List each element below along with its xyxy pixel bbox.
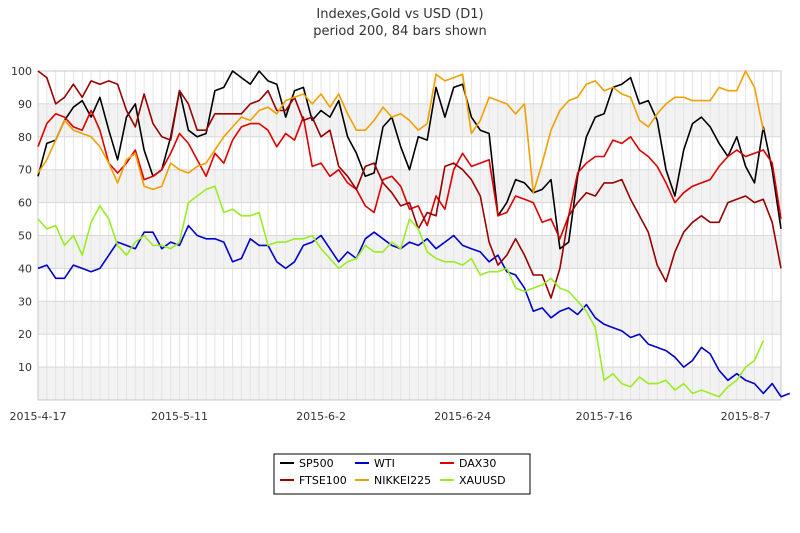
y-tick-label: 60 [18,197,32,210]
series-line-nikkei225 [37,70,765,194]
series-line-dax30 [37,109,782,240]
series-line-ftse100 [37,70,782,299]
y-tick-label: 70 [18,164,32,177]
chart-subtitle: period 200, 84 bars shown [313,24,487,39]
legend: SP500 WTI DAX30 FTSE100 NIKKEI225 XAUUSD [273,453,531,495]
y-tick-label: 40 [18,262,32,275]
y-axis-tick-labels: 10 20 30 40 50 60 70 80 90 100 [11,65,32,374]
series-line-xauusd [37,185,765,398]
legend-label-nikkei225: NIKKEI225 [374,474,431,487]
y-tick-label: 100 [11,65,32,78]
y-tick-label: 80 [18,131,32,144]
y-tick-label: 50 [18,230,32,243]
x-tick-label: 2015-5-11 [151,410,208,423]
plot-area-border [37,70,782,401]
y-tick-label: 20 [18,328,32,341]
series-line-wti [37,224,791,398]
legend-label-ftse100: FTSE100 [299,474,347,487]
y-tick-label: 10 [18,361,32,374]
legend-label-xauusd: XAUUSD [459,474,506,487]
legend-label-sp500: SP500 [299,457,334,470]
x-tick-label: 2015-4-17 [10,410,67,423]
x-axis-tick-labels: 2015-4-17 2015-5-11 2015-6-2 2015-6-24 2015-… [10,410,771,423]
x-tick-label: 2015-6-2 [296,410,346,423]
series-lines [37,70,791,398]
x-tick-label: 2015-8-7 [721,410,771,423]
y-tick-label: 30 [18,295,32,308]
x-tick-label: 2015-6-24 [434,410,491,423]
y-tick-label: 90 [18,98,32,111]
legend-label-dax30: DAX30 [459,457,496,470]
chart-title: Indexes,Gold vs USD (D1) [316,7,483,22]
legend-box [273,453,531,495]
x-tick-label: 2015-7-16 [576,410,633,423]
legend-label-wti: WTI [374,457,395,470]
